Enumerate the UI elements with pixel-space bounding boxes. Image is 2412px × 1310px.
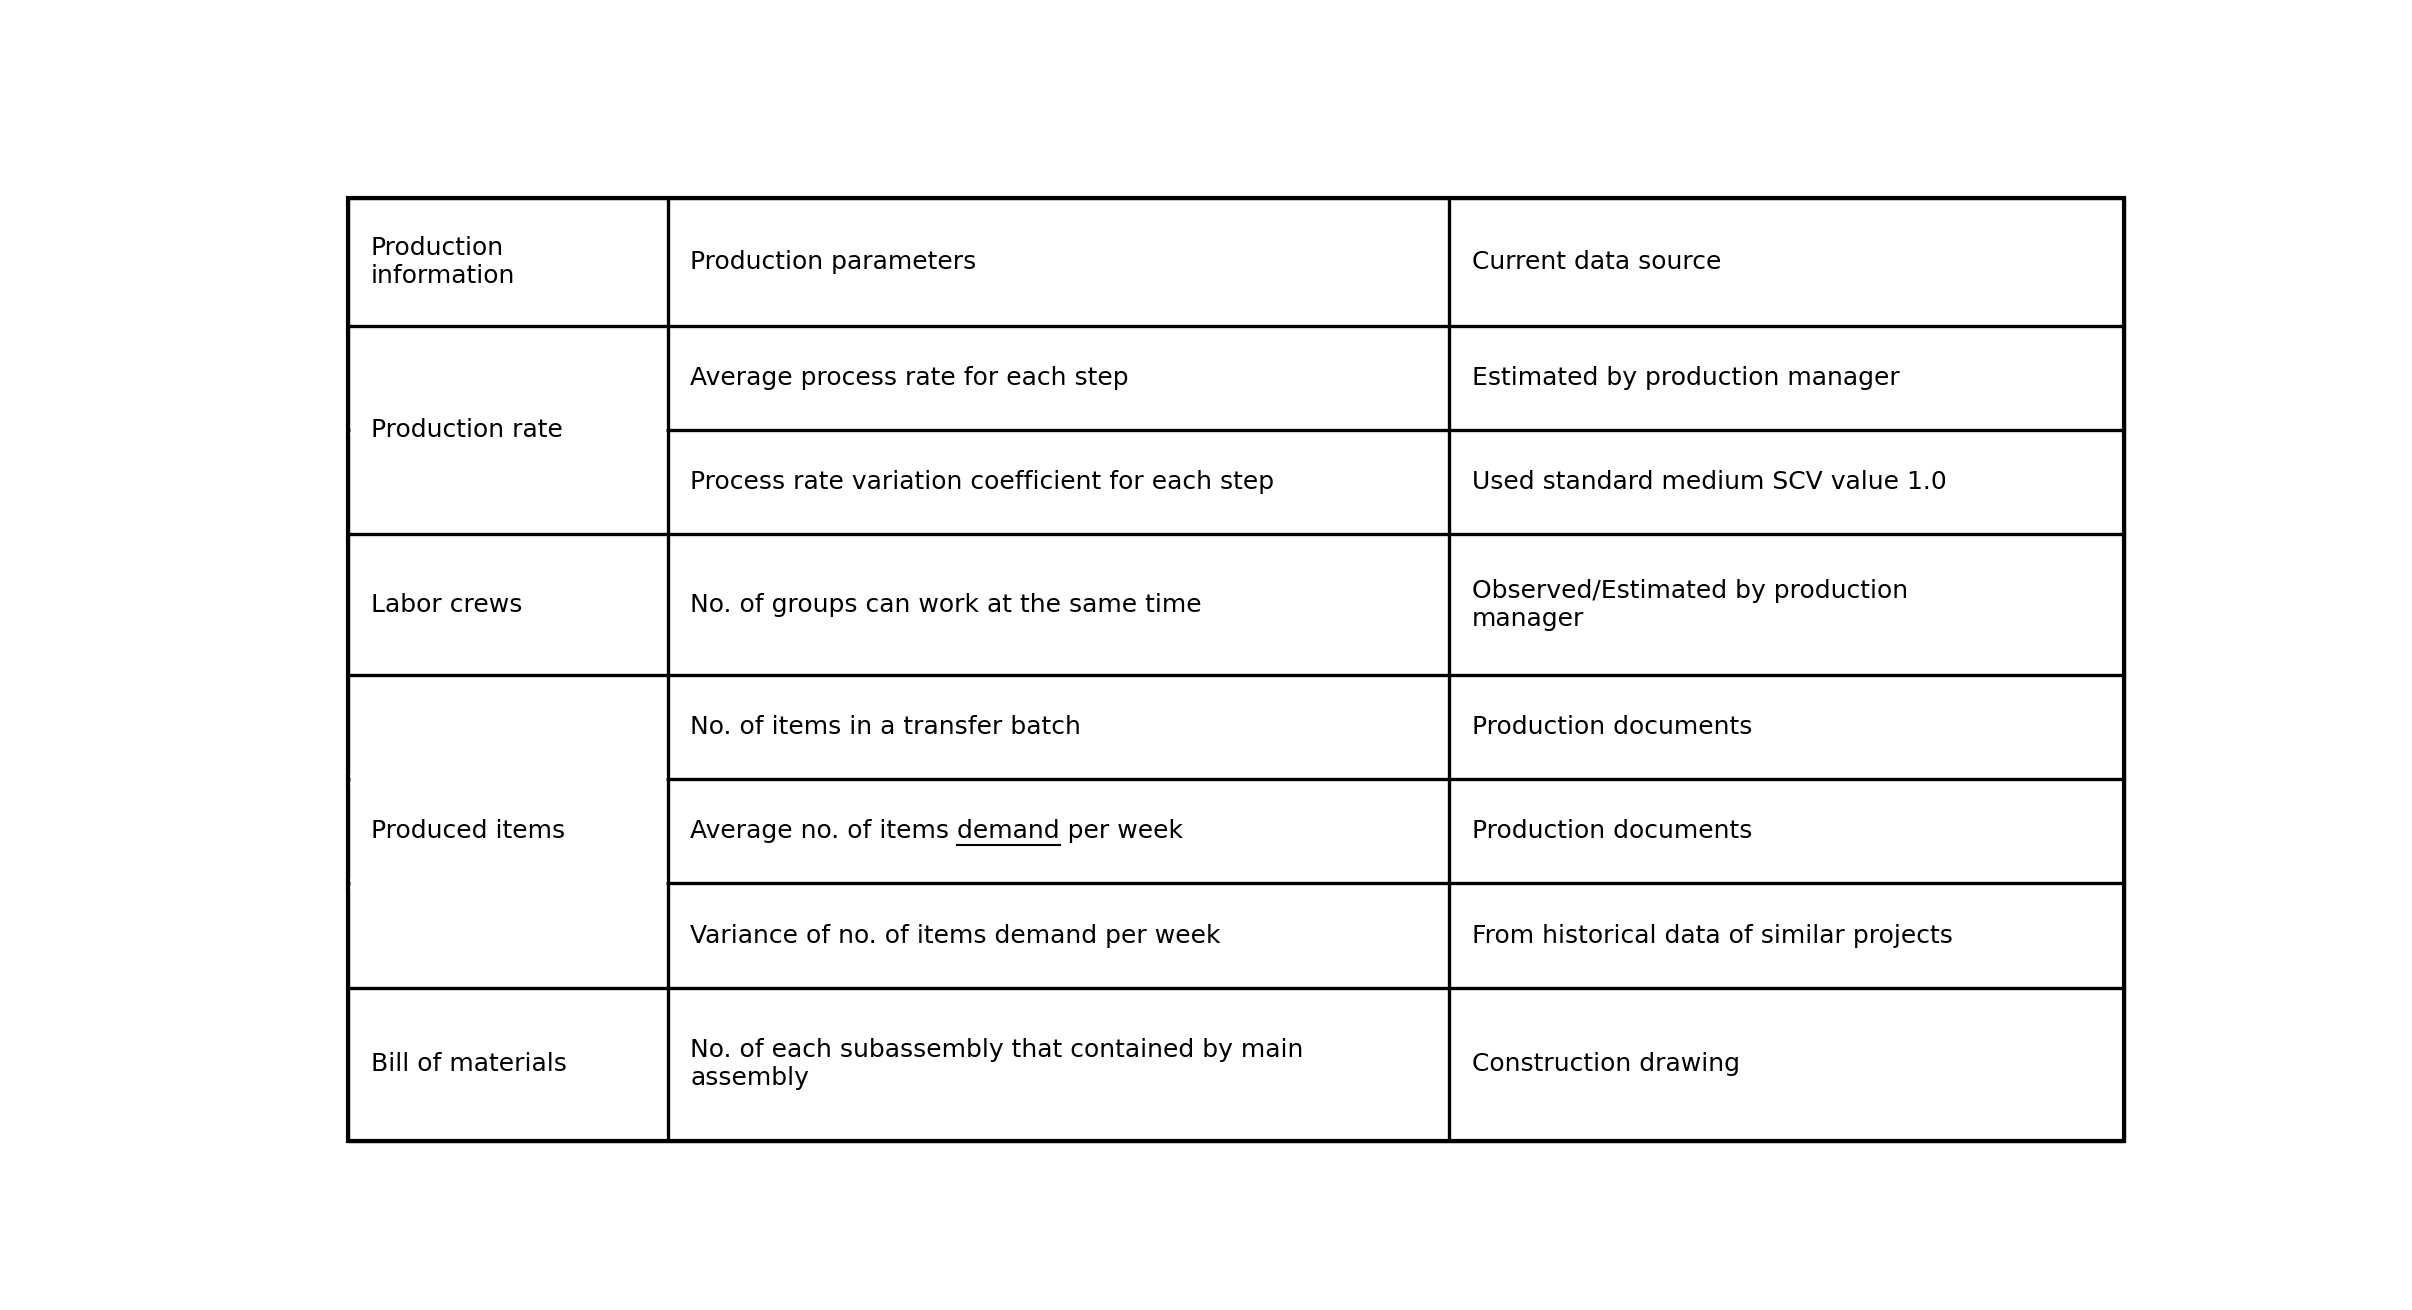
Text: Production documents: Production documents [1471,820,1751,844]
Text: Estimated by production manager: Estimated by production manager [1471,367,1898,390]
Text: Production rate: Production rate [371,418,562,443]
Text: Average process rate for each step: Average process rate for each step [690,367,1129,390]
Text: Used standard medium SCV value 1.0: Used standard medium SCV value 1.0 [1471,470,1946,494]
Text: No. of each subassembly that contained by main
assembly: No. of each subassembly that contained b… [690,1039,1305,1090]
Text: Observed/Estimated by production
manager: Observed/Estimated by production manager [1471,579,1908,630]
Text: Variance of no. of items demand per week: Variance of no. of items demand per week [690,924,1220,947]
Text: Current data source: Current data source [1471,250,1722,274]
Text: Produced items: Produced items [371,820,564,844]
Text: Bill of materials: Bill of materials [371,1052,567,1076]
Text: Average no. of items demand per week: Average no. of items demand per week [690,820,1184,844]
Text: Production
information: Production information [371,236,516,288]
Text: No. of groups can work at the same time: No. of groups can work at the same time [690,593,1201,617]
Text: Production documents: Production documents [1471,715,1751,739]
Text: Construction drawing: Construction drawing [1471,1052,1739,1076]
Text: Process rate variation coefficient for each step: Process rate variation coefficient for e… [690,470,1274,494]
Text: Labor crews: Labor crews [371,593,521,617]
Text: Production parameters: Production parameters [690,250,977,274]
Text: No. of items in a transfer batch: No. of items in a transfer batch [690,715,1081,739]
Text: From historical data of similar projects: From historical data of similar projects [1471,924,1954,947]
